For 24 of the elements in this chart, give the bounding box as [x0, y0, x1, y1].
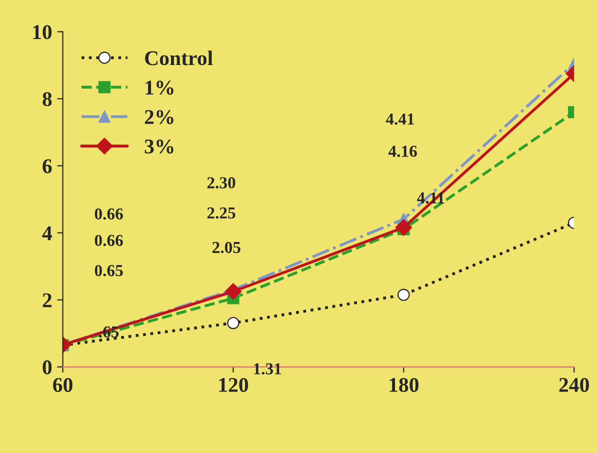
annotation: 2.25 [207, 207, 236, 219]
x-tick-label: 60 [53, 378, 72, 392]
y-tick-label: 0 [42, 360, 52, 374]
legend-label: 3% [144, 140, 174, 154]
x-tick-label: 120 [219, 378, 248, 392]
y-tick-label: 4 [42, 226, 52, 240]
annotation: 0.66 [94, 208, 123, 220]
annotation: 2.05 [212, 242, 240, 254]
x-tick-label: 180 [390, 378, 418, 392]
y-tick-label: 2 [42, 293, 52, 308]
annotation: 0.65 [94, 264, 123, 276]
annotation: 2.30 [207, 177, 236, 188]
annotation: 0.66 [94, 234, 123, 246]
x-tick-label: 240 [559, 378, 589, 392]
legend-label: 2% [144, 110, 174, 124]
legend-label: Control [145, 50, 213, 66]
y-tick-label: 10 [33, 25, 52, 40]
point [398, 288, 410, 301]
y-tick-label: 6 [42, 159, 52, 174]
annotation: 4.16 [388, 146, 417, 157]
y-tick-label: 8 [42, 92, 52, 106]
annotation: 4.41 [386, 114, 414, 125]
legend-label: 1% [146, 80, 174, 95]
point [227, 316, 240, 330]
